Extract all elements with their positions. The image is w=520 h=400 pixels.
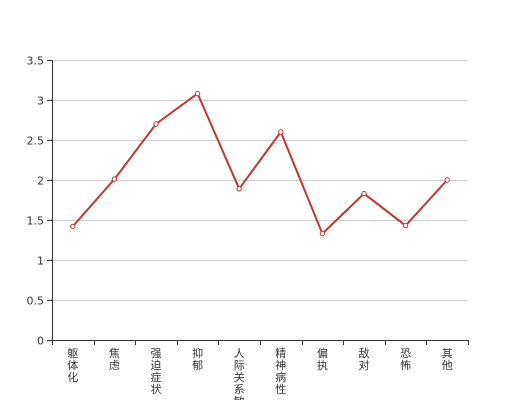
y-tick-label: 2 xyxy=(37,175,44,188)
x-tick-label: 躯体化 xyxy=(67,347,78,384)
x-tick-label: 偏执 xyxy=(317,346,328,372)
series xyxy=(70,90,450,237)
data-point[interactable] xyxy=(236,186,242,192)
data-point[interactable] xyxy=(194,90,201,97)
x-tick-label: 其他 xyxy=(442,347,453,372)
axes xyxy=(47,60,469,345)
y-tick-label: 1 xyxy=(37,255,44,268)
x-tick-label: 焦虑 xyxy=(109,347,120,372)
y-tick-label: 3.5 xyxy=(27,55,45,68)
y-tick-label: 1.5 xyxy=(27,215,45,228)
data-point[interactable] xyxy=(111,176,118,182)
series-line xyxy=(72,92,448,235)
x-tick-label: 抑郁 xyxy=(192,346,203,372)
data-point[interactable] xyxy=(153,121,159,127)
x-tick-label: 敌对 xyxy=(359,346,370,372)
y-tick-label: 2.5 xyxy=(27,135,45,148)
x-tick-label: 人际关系敏感 xyxy=(234,347,245,400)
y-tick-label: 3 xyxy=(37,95,44,108)
data-point[interactable] xyxy=(402,222,409,229)
data-point[interactable] xyxy=(70,223,76,230)
x-tick-label: 恐怖 xyxy=(400,347,411,372)
y-tick-label: 0.5 xyxy=(27,295,45,308)
data-point[interactable] xyxy=(278,129,284,135)
data-point[interactable] xyxy=(319,230,326,237)
x-tick-label: 精神病性 xyxy=(275,347,286,396)
y-tick-labels: 0 0.5 1 1.5 2 2.5 3 3.5 xyxy=(27,55,45,348)
data-point[interactable] xyxy=(444,177,450,183)
y-tick-label: 0 xyxy=(37,335,44,348)
x-tick-label: 强迫症状 xyxy=(151,347,162,396)
x-tick-labels: 躯体化 焦虑 强迫症状 抑郁 人际关系敏感 精神病性 偏执 敌对 恐怖 其他 xyxy=(67,346,452,400)
grid-lines xyxy=(52,60,468,301)
data-point[interactable] xyxy=(361,190,367,197)
